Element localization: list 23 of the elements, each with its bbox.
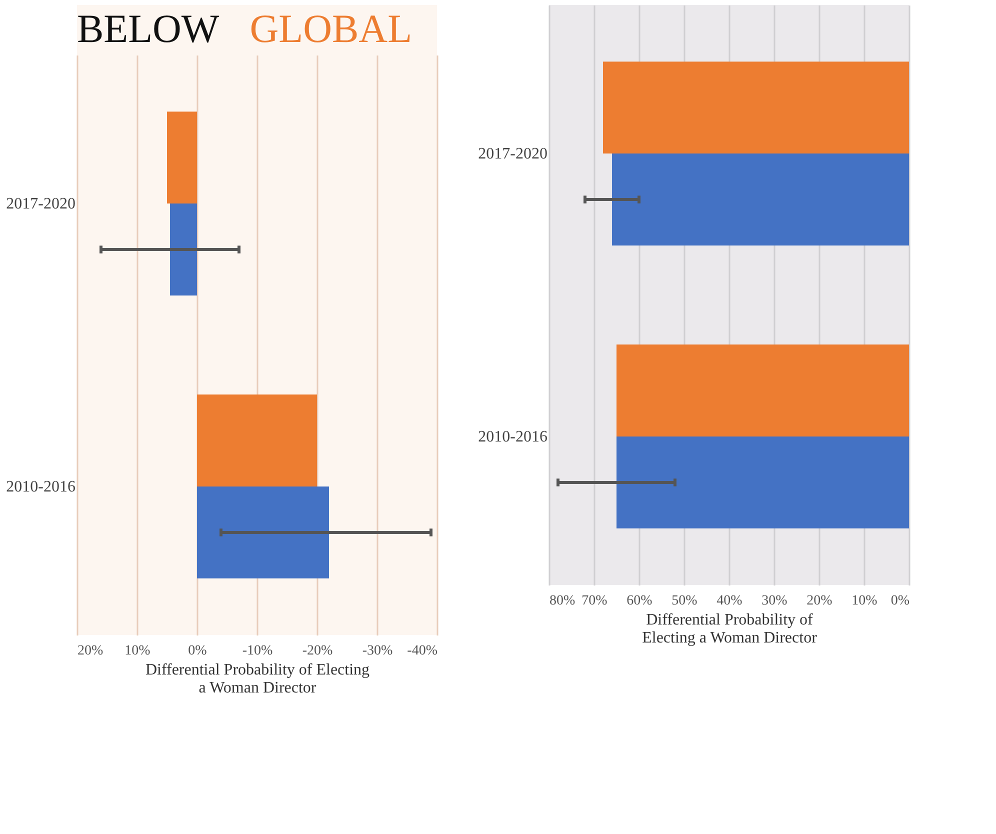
x-tick-label: -30% xyxy=(362,644,393,658)
x-tick-label: 0% xyxy=(188,644,208,658)
x-axis-title: Differential Probability of Electing a Woman Director xyxy=(642,612,818,646)
x-tick-label: 20% xyxy=(78,644,104,658)
y-tick-label: 2010-2016 xyxy=(6,478,76,496)
y-tick-label: 2010-2016 xyxy=(478,428,548,446)
x-tick-label: 20% xyxy=(806,594,833,608)
x-tick-label: 80% xyxy=(550,594,576,608)
x-tick-label: -20% xyxy=(302,644,333,658)
y-tick-label: 2017-2020 xyxy=(6,196,76,213)
x-tick-label: 50% xyxy=(672,594,698,608)
x-tick-label: 60% xyxy=(626,594,653,608)
x-tick-label: 10% xyxy=(124,644,151,658)
x-tick-label: 0% xyxy=(890,594,910,608)
x-tick-label: 30% xyxy=(762,594,788,608)
x-tick-label: -40% xyxy=(407,644,438,658)
x-tick-label: -10% xyxy=(242,644,273,658)
chart-title: BELOW GLOBAL xyxy=(77,6,412,51)
x-tick-label: 40% xyxy=(716,594,743,608)
x-tick-label: 70% xyxy=(582,594,608,608)
x-axis-title: Differential Probability of Electing a Woman Director xyxy=(145,662,370,696)
x-tick-label: 10% xyxy=(852,594,878,608)
y-tick-label: 2017-2020 xyxy=(478,146,548,163)
